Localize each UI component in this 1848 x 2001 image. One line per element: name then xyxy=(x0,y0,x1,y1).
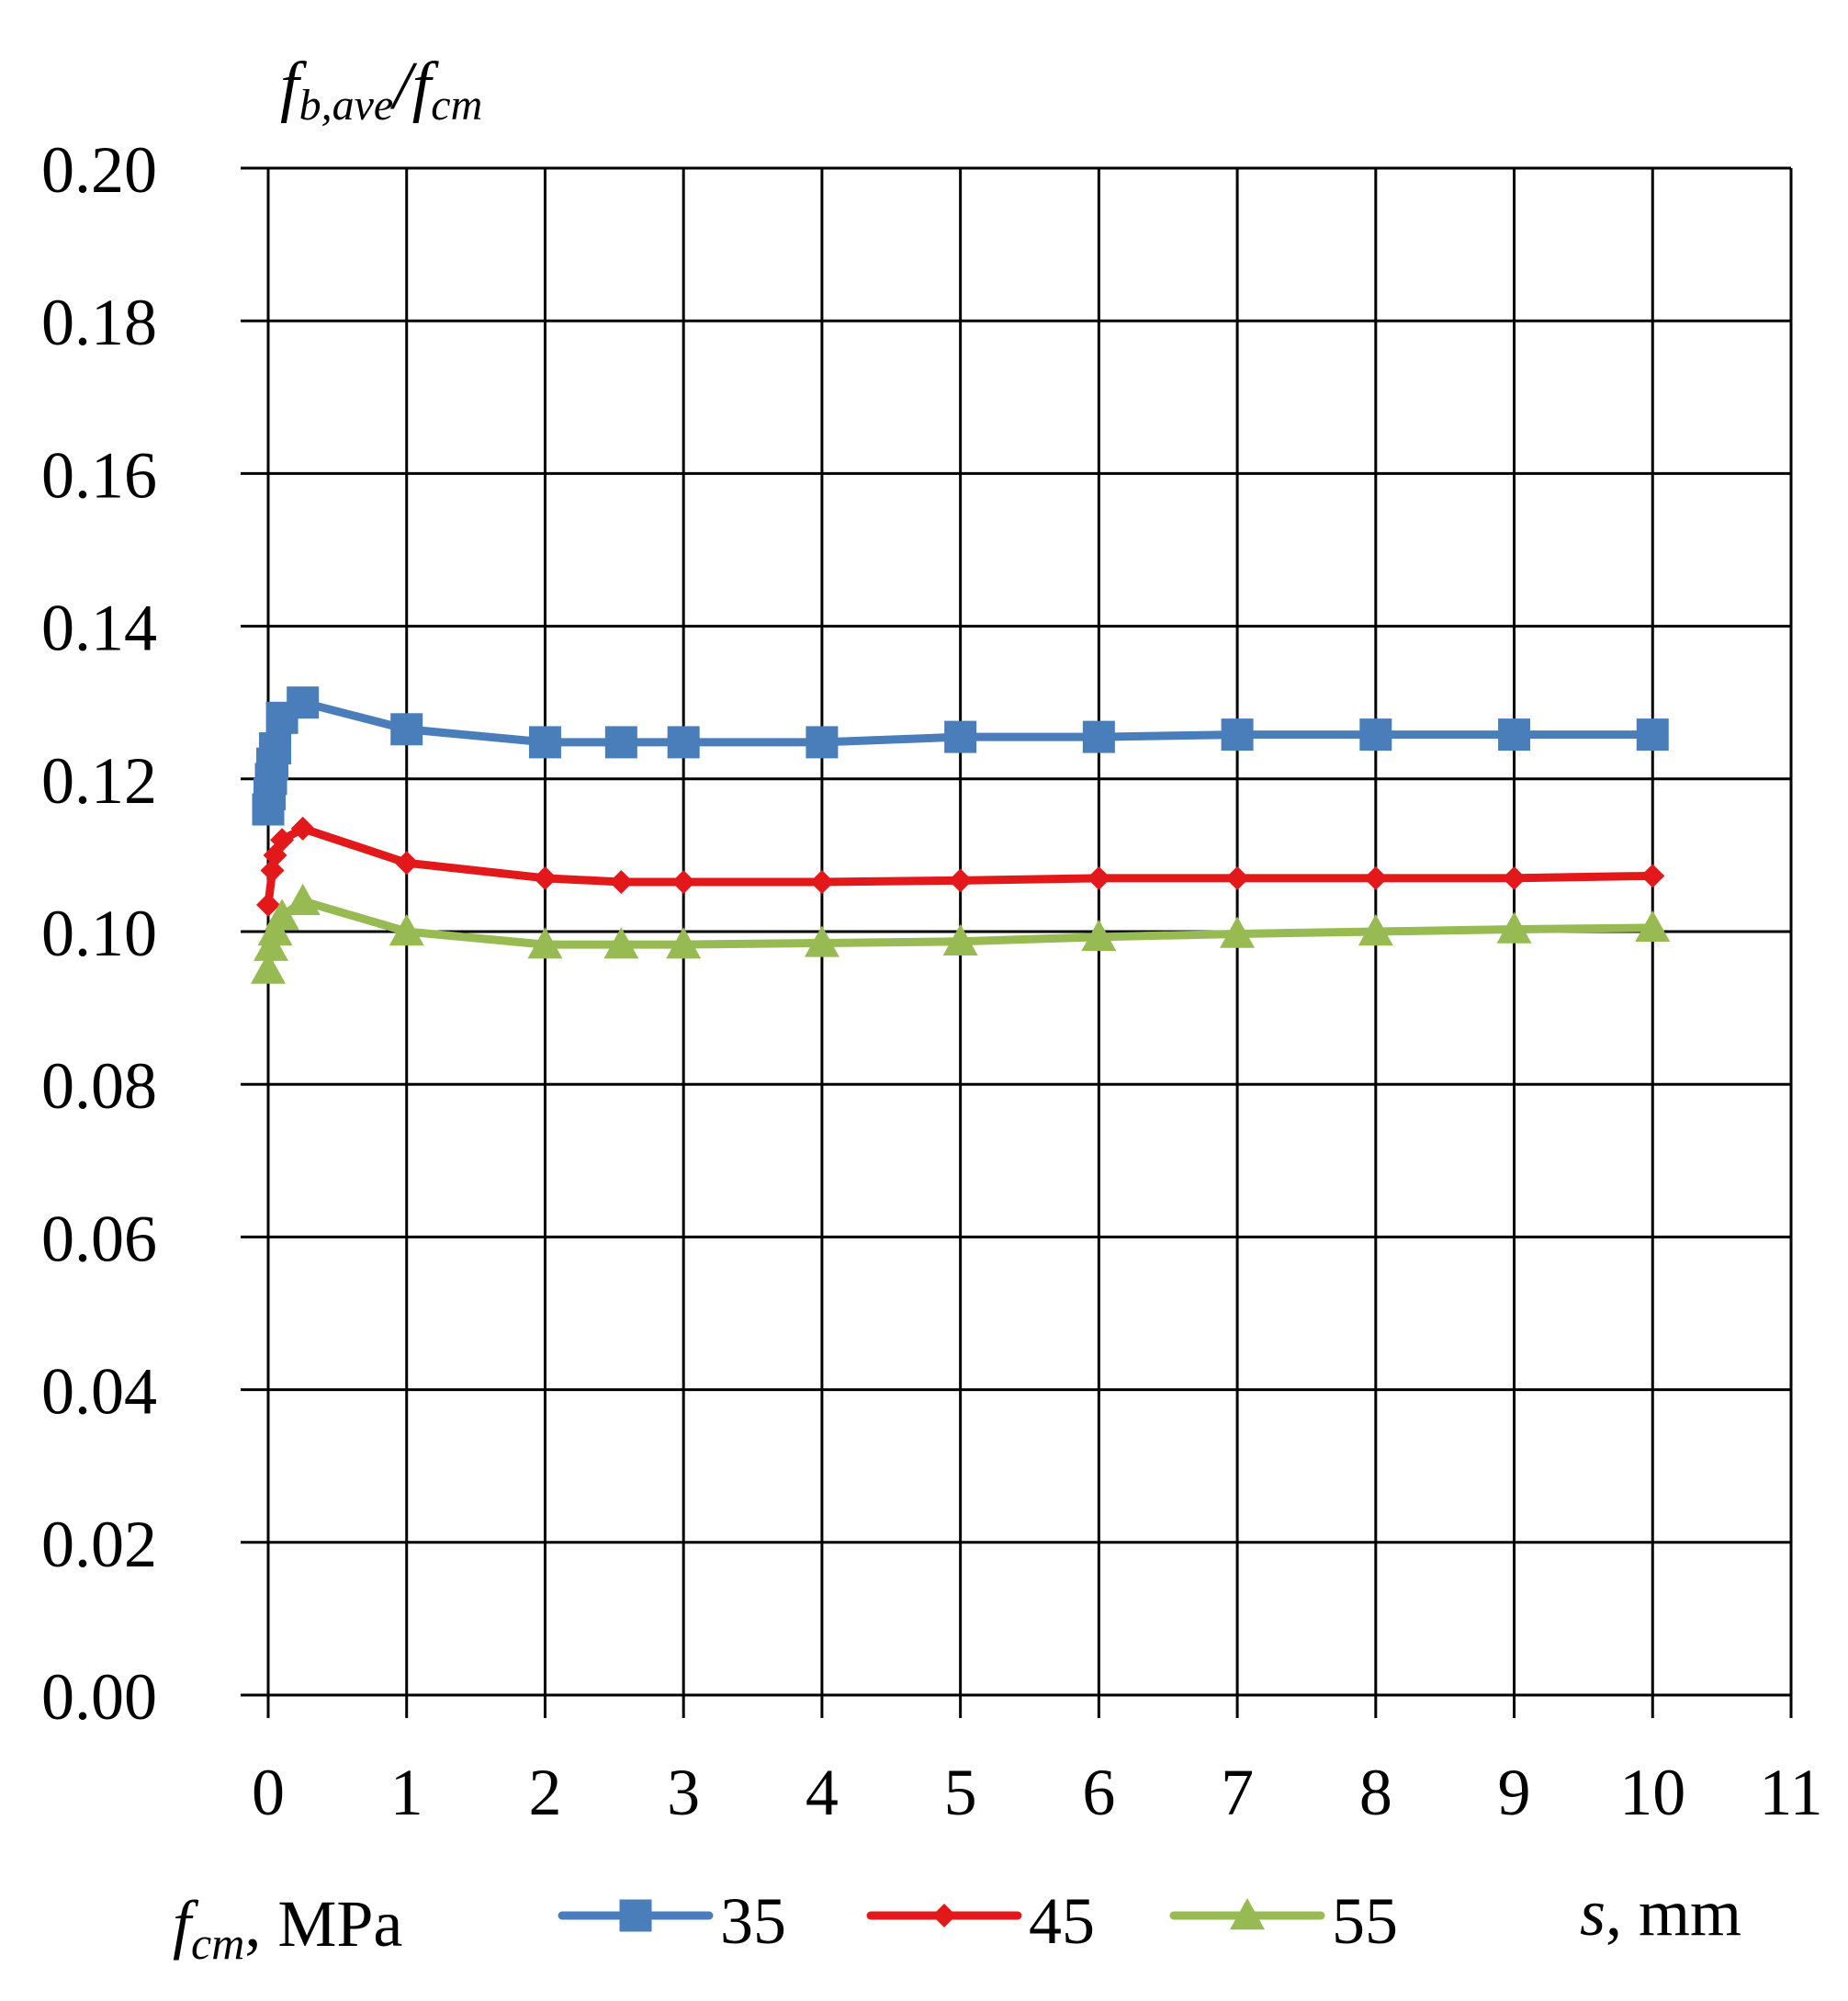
series-layer xyxy=(251,686,1671,984)
data-point xyxy=(527,927,563,959)
data-point xyxy=(1081,919,1117,952)
data-point xyxy=(1636,718,1669,752)
data-point xyxy=(287,686,320,719)
legend-title: fcm, MPa xyxy=(173,1887,402,1969)
data-point xyxy=(603,927,639,959)
y-axis-title: fb,ave/fcm xyxy=(280,49,482,130)
legend-items: 35 45 55 xyxy=(558,1884,1398,1958)
data-point xyxy=(1640,864,1665,888)
legend-marker xyxy=(1230,1898,1265,1930)
data-point xyxy=(806,726,839,759)
data-point xyxy=(666,927,702,959)
data-point xyxy=(948,868,973,893)
y-tick-label: 0.00 xyxy=(41,1660,157,1734)
data-point xyxy=(1635,910,1671,943)
data-point xyxy=(1358,914,1393,946)
x-tick-label: 7 xyxy=(1221,1756,1254,1829)
y-tick-label: 0.16 xyxy=(41,438,157,512)
legend-item-45: 45 xyxy=(866,1884,1095,1958)
y-tick-label: 0.14 xyxy=(41,592,157,665)
data-point xyxy=(259,732,292,765)
data-point xyxy=(390,713,423,746)
data-point xyxy=(609,869,634,894)
data-point xyxy=(1363,865,1388,890)
x-tick-label: 8 xyxy=(1359,1756,1392,1829)
data-point xyxy=(389,914,424,946)
legend-label: 45 xyxy=(1029,1884,1095,1958)
x-axis-title: s, mm xyxy=(1580,1876,1741,1950)
data-point xyxy=(809,869,834,894)
x-tick-label: 9 xyxy=(1498,1756,1531,1829)
data-point xyxy=(251,952,286,984)
data-point xyxy=(1220,916,1256,948)
y-tick-label: 0.04 xyxy=(41,1355,157,1429)
x-tick-label: 1 xyxy=(390,1756,423,1829)
y-tick-label: 0.18 xyxy=(41,286,157,359)
data-point xyxy=(533,865,558,890)
data-point xyxy=(265,899,300,931)
data-point xyxy=(1087,865,1111,890)
series-45 xyxy=(256,816,1665,917)
y-tick-label: 0.08 xyxy=(41,1049,157,1123)
data-point xyxy=(285,883,321,915)
x-tick-label: 5 xyxy=(944,1756,977,1829)
series-35 xyxy=(252,686,1669,826)
data-point xyxy=(671,869,696,894)
data-point xyxy=(270,828,295,853)
y-tick-label: 0.12 xyxy=(41,744,157,818)
y-tick-label: 0.20 xyxy=(41,133,157,207)
x-tick-label: 4 xyxy=(806,1756,839,1829)
data-point xyxy=(1221,718,1254,752)
x-tick-label: 11 xyxy=(1759,1756,1822,1829)
data-point xyxy=(1498,718,1531,752)
data-point xyxy=(804,925,839,957)
data-point xyxy=(944,720,977,753)
legend-item-35: 35 xyxy=(558,1884,786,1958)
legend-label: 55 xyxy=(1332,1884,1398,1958)
legend-item-55: 55 xyxy=(1169,1884,1398,1958)
data-point xyxy=(1082,720,1115,753)
data-point xyxy=(256,892,280,917)
x-tick-labels: 0 1 2 3 4 5 6 7 8 9 10 11 xyxy=(252,1756,1823,1829)
x-tick-label: 10 xyxy=(1619,1756,1685,1829)
data-point xyxy=(1359,718,1392,752)
data-point xyxy=(604,726,637,759)
data-point xyxy=(528,726,561,759)
data-point xyxy=(260,858,285,883)
data-point xyxy=(290,816,315,841)
y-tick-label: 0.10 xyxy=(41,897,157,970)
x-tick-label: 3 xyxy=(667,1756,700,1829)
y-tick-label: 0.02 xyxy=(41,1508,157,1581)
x-tick-label: 0 xyxy=(252,1756,285,1829)
data-point xyxy=(1225,865,1250,890)
y-tick-labels: 0.00 0.02 0.04 0.06 0.08 0.10 0.12 0.14 0.16 0.18… xyxy=(41,133,157,1734)
data-point xyxy=(1496,911,1532,944)
data-point xyxy=(1502,865,1527,890)
legend: fcm, MPa 35 45 55 xyxy=(173,1884,1398,1969)
x-tick-label: 6 xyxy=(1082,1756,1115,1829)
series-55 xyxy=(251,883,1671,984)
data-point xyxy=(942,923,978,956)
data-point xyxy=(667,726,700,759)
data-point xyxy=(394,851,419,876)
legend-marker xyxy=(619,1899,652,1932)
x-tick-label: 2 xyxy=(528,1756,561,1829)
y-tick-label: 0.06 xyxy=(41,1202,157,1275)
legend-label: 35 xyxy=(720,1884,786,1958)
legend-marker xyxy=(932,1904,956,1928)
